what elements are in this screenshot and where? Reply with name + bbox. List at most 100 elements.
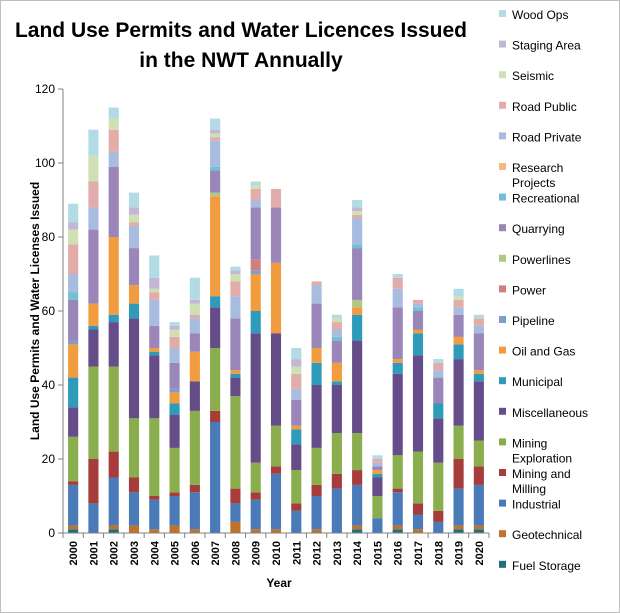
y-ticks: 0 20 40 60 80 100 120: [35, 82, 63, 540]
bar-segment-2017-series-6: [412, 333, 424, 356]
bar-segment-2014-series-12: [352, 244, 363, 249]
bar-segment-2015-series-7: [372, 470, 383, 474]
bar-segment-2016-series-4: [392, 455, 403, 489]
x-tick-label-2011: 2011: [291, 541, 303, 565]
bar-segment-2010-series-2: [270, 473, 282, 530]
bars-layer: [68, 107, 484, 533]
bar-segment-2003-series-3: [128, 477, 140, 493]
bar-segment-2002-series-4: [108, 366, 119, 452]
bar-segment-2010-series-15: [270, 188, 282, 208]
bar-segment-2007-series-16: [210, 133, 221, 138]
x-tick-label-2014: 2014: [352, 540, 364, 565]
bar-segment-2002-series-5: [108, 322, 119, 367]
bar-segment-2014-series-0: [352, 529, 363, 533]
legend-swatch-9: [499, 285, 506, 293]
bar-segment-2014-series-16: [352, 211, 363, 215]
bar-segment-2004-series-3: [149, 496, 160, 500]
legend-swatch-11: [499, 346, 506, 354]
bar-segment-2000-series-0: [68, 529, 79, 533]
x-tick-label-2008: 2008: [230, 541, 242, 565]
bar-segment-2017-series-5: [412, 355, 424, 452]
bar-segment-2018-series-11: [433, 377, 444, 404]
bar-segment-2011-series-14: [291, 388, 302, 400]
bar-segment-2015-series-14: [372, 462, 383, 467]
bar-segment-2017-series-2: [412, 514, 424, 530]
bar-segment-2017-series-11: [412, 311, 424, 330]
legend-label-17: Geotechnical: [512, 528, 582, 542]
bar-segment-2013-series-4: [331, 433, 342, 474]
legend-label-16: Industrial: [512, 498, 561, 512]
bar-segment-2006-series-17: [189, 299, 200, 304]
bar-segment-2011-series-15: [291, 373, 302, 389]
legend-swatch-10: [499, 316, 506, 323]
legend-label-4: Road Private: [512, 130, 582, 144]
bar-segment-2014-series-4: [352, 433, 363, 471]
bar-segment-2003-series-2: [128, 492, 140, 526]
y-tick-label-120: 120: [35, 82, 55, 96]
legend-label-7: Quarrying: [512, 222, 565, 236]
bar-segment-2007-series-2: [210, 422, 221, 533]
bar-segment-2001-series-5: [88, 329, 99, 367]
bar-segment-2002-series-2: [108, 477, 119, 526]
bar-segment-2002-series-14: [108, 151, 119, 167]
bar-segment-2017-series-4: [412, 451, 424, 504]
bar-segment-2008-series-7: [230, 370, 241, 374]
bar-segment-2018-series-3: [433, 510, 444, 522]
bar-segment-2012-series-4: [311, 447, 322, 485]
bar-segment-2003-series-14: [128, 225, 140, 249]
y-tick-label-20: 20: [42, 452, 56, 466]
bar-segment-2020-series-1: [473, 525, 484, 530]
bar-segment-2016-series-1: [392, 525, 403, 530]
bar-segment-2001-series-15: [88, 181, 99, 208]
bar-segment-2008-series-2: [230, 503, 241, 522]
bar-segment-2002-series-7: [108, 237, 119, 315]
bar-segment-2009-series-6: [250, 311, 261, 334]
bar-segment-2018-series-2: [433, 521, 444, 533]
legend-swatch-13: [499, 407, 506, 415]
bar-segment-2016-series-0: [392, 529, 403, 533]
bar-segment-2007-series-3: [210, 410, 221, 422]
bar-segment-2016-series-14: [392, 288, 403, 308]
bar-segment-2015-series-11: [372, 466, 383, 471]
bar-segment-2004-series-6: [149, 351, 160, 356]
bar-segment-2017-series-7: [412, 329, 424, 334]
bar-segment-2015-series-4: [372, 496, 383, 519]
bar-segment-2013-series-11: [331, 340, 342, 363]
legend-swatch-17: [499, 530, 506, 538]
bar-segment-2020-series-5: [473, 381, 484, 441]
bar-segment-2007-series-12: [210, 166, 221, 171]
bar-segment-2010-series-7: [270, 262, 282, 334]
legend-swatch-14: [499, 438, 506, 446]
bar-segment-2015-series-5: [372, 477, 383, 496]
bar-segment-2019-series-3: [453, 459, 464, 489]
bar-segment-2017-series-14: [412, 303, 424, 308]
bar-segment-2009-series-5: [250, 333, 261, 463]
bar-segment-2000-series-14: [68, 274, 79, 293]
bar-segment-2012-series-1: [311, 529, 322, 533]
bar-segment-2000-series-12: [68, 292, 79, 300]
legend-swatch-3: [499, 101, 506, 109]
bar-segment-2014-series-15: [352, 214, 363, 219]
bar-segment-2003-series-6: [128, 303, 140, 319]
bar-segment-2020-series-6: [473, 373, 484, 382]
bar-segment-2009-series-2: [250, 499, 261, 530]
bar-segment-2020-series-11: [473, 333, 484, 371]
bar-segment-2003-series-17: [128, 207, 140, 215]
bar-segment-2014-series-5: [352, 340, 363, 434]
bar-segment-2007-series-7: [210, 196, 221, 297]
legend-swatch-15: [499, 469, 506, 476]
bar-segment-2008-series-3: [230, 488, 241, 504]
bar-segment-2008-series-17: [230, 270, 241, 274]
x-tick-label-2012: 2012: [312, 541, 324, 565]
bar-segment-2000-series-2: [68, 484, 79, 526]
bar-segment-2001-series-14: [88, 207, 99, 230]
legend-label-13: Miscellaneous: [512, 406, 588, 420]
bar-segment-2005-series-3: [169, 492, 180, 496]
bar-segment-2008-series-16: [230, 274, 241, 282]
bar-segment-2003-series-18: [128, 192, 140, 208]
bar-segment-2011-series-5: [291, 444, 302, 471]
legend-label-10: Pipeline: [512, 314, 555, 328]
bar-segment-2013-series-2: [331, 488, 342, 533]
bar-segment-2009-series-7: [250, 274, 261, 311]
